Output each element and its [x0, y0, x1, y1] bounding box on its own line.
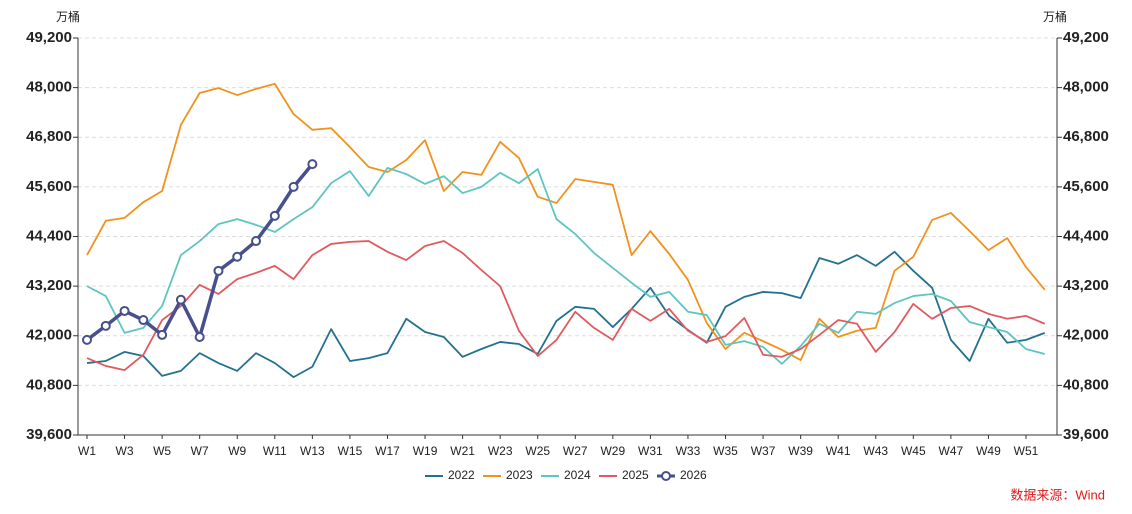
y-tick-label: 42,000 [26, 327, 72, 344]
x-tick-label: W15 [338, 444, 363, 458]
x-tick-label: W47 [939, 444, 964, 458]
x-tick-label: W31 [638, 444, 663, 458]
x-tick-label: W37 [751, 444, 776, 458]
series-line [86, 250, 1046, 379]
y-tick-label: 43,200 [26, 277, 72, 294]
x-tick-label: W7 [191, 444, 209, 458]
y-tick-label: 49,200 [26, 29, 72, 46]
y2-tick-label: 43,200 [1063, 277, 1109, 294]
x-tick-label: W51 [1014, 444, 1039, 458]
x-tick-label: W43 [863, 444, 888, 458]
y2-tick-label: 49,200 [1063, 29, 1109, 46]
x-tick-label: W19 [413, 444, 438, 458]
y-tick-label: 40,800 [26, 376, 72, 393]
x-tick-label: W11 [263, 444, 287, 458]
legend-label: 2022 [448, 468, 475, 482]
y-tick-label: 39,600 [26, 426, 72, 443]
legend-label: 2023 [506, 468, 533, 482]
x-tick-label: W27 [563, 444, 588, 458]
x-tick-label: W3 [116, 444, 134, 458]
y-tick-label: 45,600 [26, 178, 72, 195]
x-tick-label: W1 [78, 444, 96, 458]
point-marker [157, 329, 168, 340]
x-tick-label: W5 [153, 444, 171, 458]
source: 数据来源：Wind [1010, 487, 1105, 502]
x-tick-label: W41 [826, 444, 851, 458]
y-tick-label: 48,000 [26, 79, 72, 96]
point-marker [288, 181, 299, 192]
y2-tick-label: 40,800 [1063, 376, 1109, 393]
y2-tick-label: 45,600 [1063, 178, 1109, 195]
y2-tick-label: 48,000 [1063, 79, 1109, 96]
legend-marker [661, 471, 671, 481]
point-marker [175, 294, 186, 305]
y2-tick-label: 44,400 [1063, 227, 1109, 244]
x-tick-label: W45 [901, 444, 926, 458]
series-line [86, 240, 1046, 371]
point-marker [100, 320, 111, 331]
x-tick-label: W29 [600, 444, 625, 458]
point-marker [232, 251, 243, 262]
x-tick-label: W25 [525, 444, 550, 458]
x-tick-label: W33 [676, 444, 701, 458]
point-marker [213, 265, 224, 276]
y2-tick-label: 39,600 [1063, 426, 1109, 443]
x-tick-label: W9 [228, 444, 246, 458]
point-marker [269, 210, 280, 221]
y2-tick-label: 42,000 [1063, 327, 1109, 344]
point-marker [307, 159, 318, 170]
point-marker [138, 315, 149, 326]
y2-axis-label: 万桶 [1043, 9, 1067, 24]
x-tick-label: W49 [976, 444, 1001, 458]
legend-label: 2026 [680, 468, 707, 482]
legend-label: 2025 [622, 468, 649, 482]
point-marker [82, 334, 92, 345]
x-tick-label: W13 [300, 444, 325, 458]
y2-tick-label: 46,800 [1063, 128, 1109, 145]
x-tick-label: W23 [488, 444, 513, 458]
point-marker [251, 236, 262, 247]
legend-label: 2024 [564, 468, 591, 482]
x-tick-label: W35 [713, 444, 738, 458]
x-tick-label: W21 [450, 444, 475, 458]
x-tick-label: W17 [375, 444, 400, 458]
y-tick-label: 44,400 [26, 227, 72, 244]
y-tick-label: 46,800 [26, 128, 72, 145]
series-line [86, 83, 1046, 362]
point-marker [119, 305, 130, 316]
x-tick-label: W39 [788, 444, 813, 458]
y-axis-label: 万桶 [56, 9, 80, 24]
series-line [86, 166, 1046, 365]
point-marker [194, 331, 205, 342]
